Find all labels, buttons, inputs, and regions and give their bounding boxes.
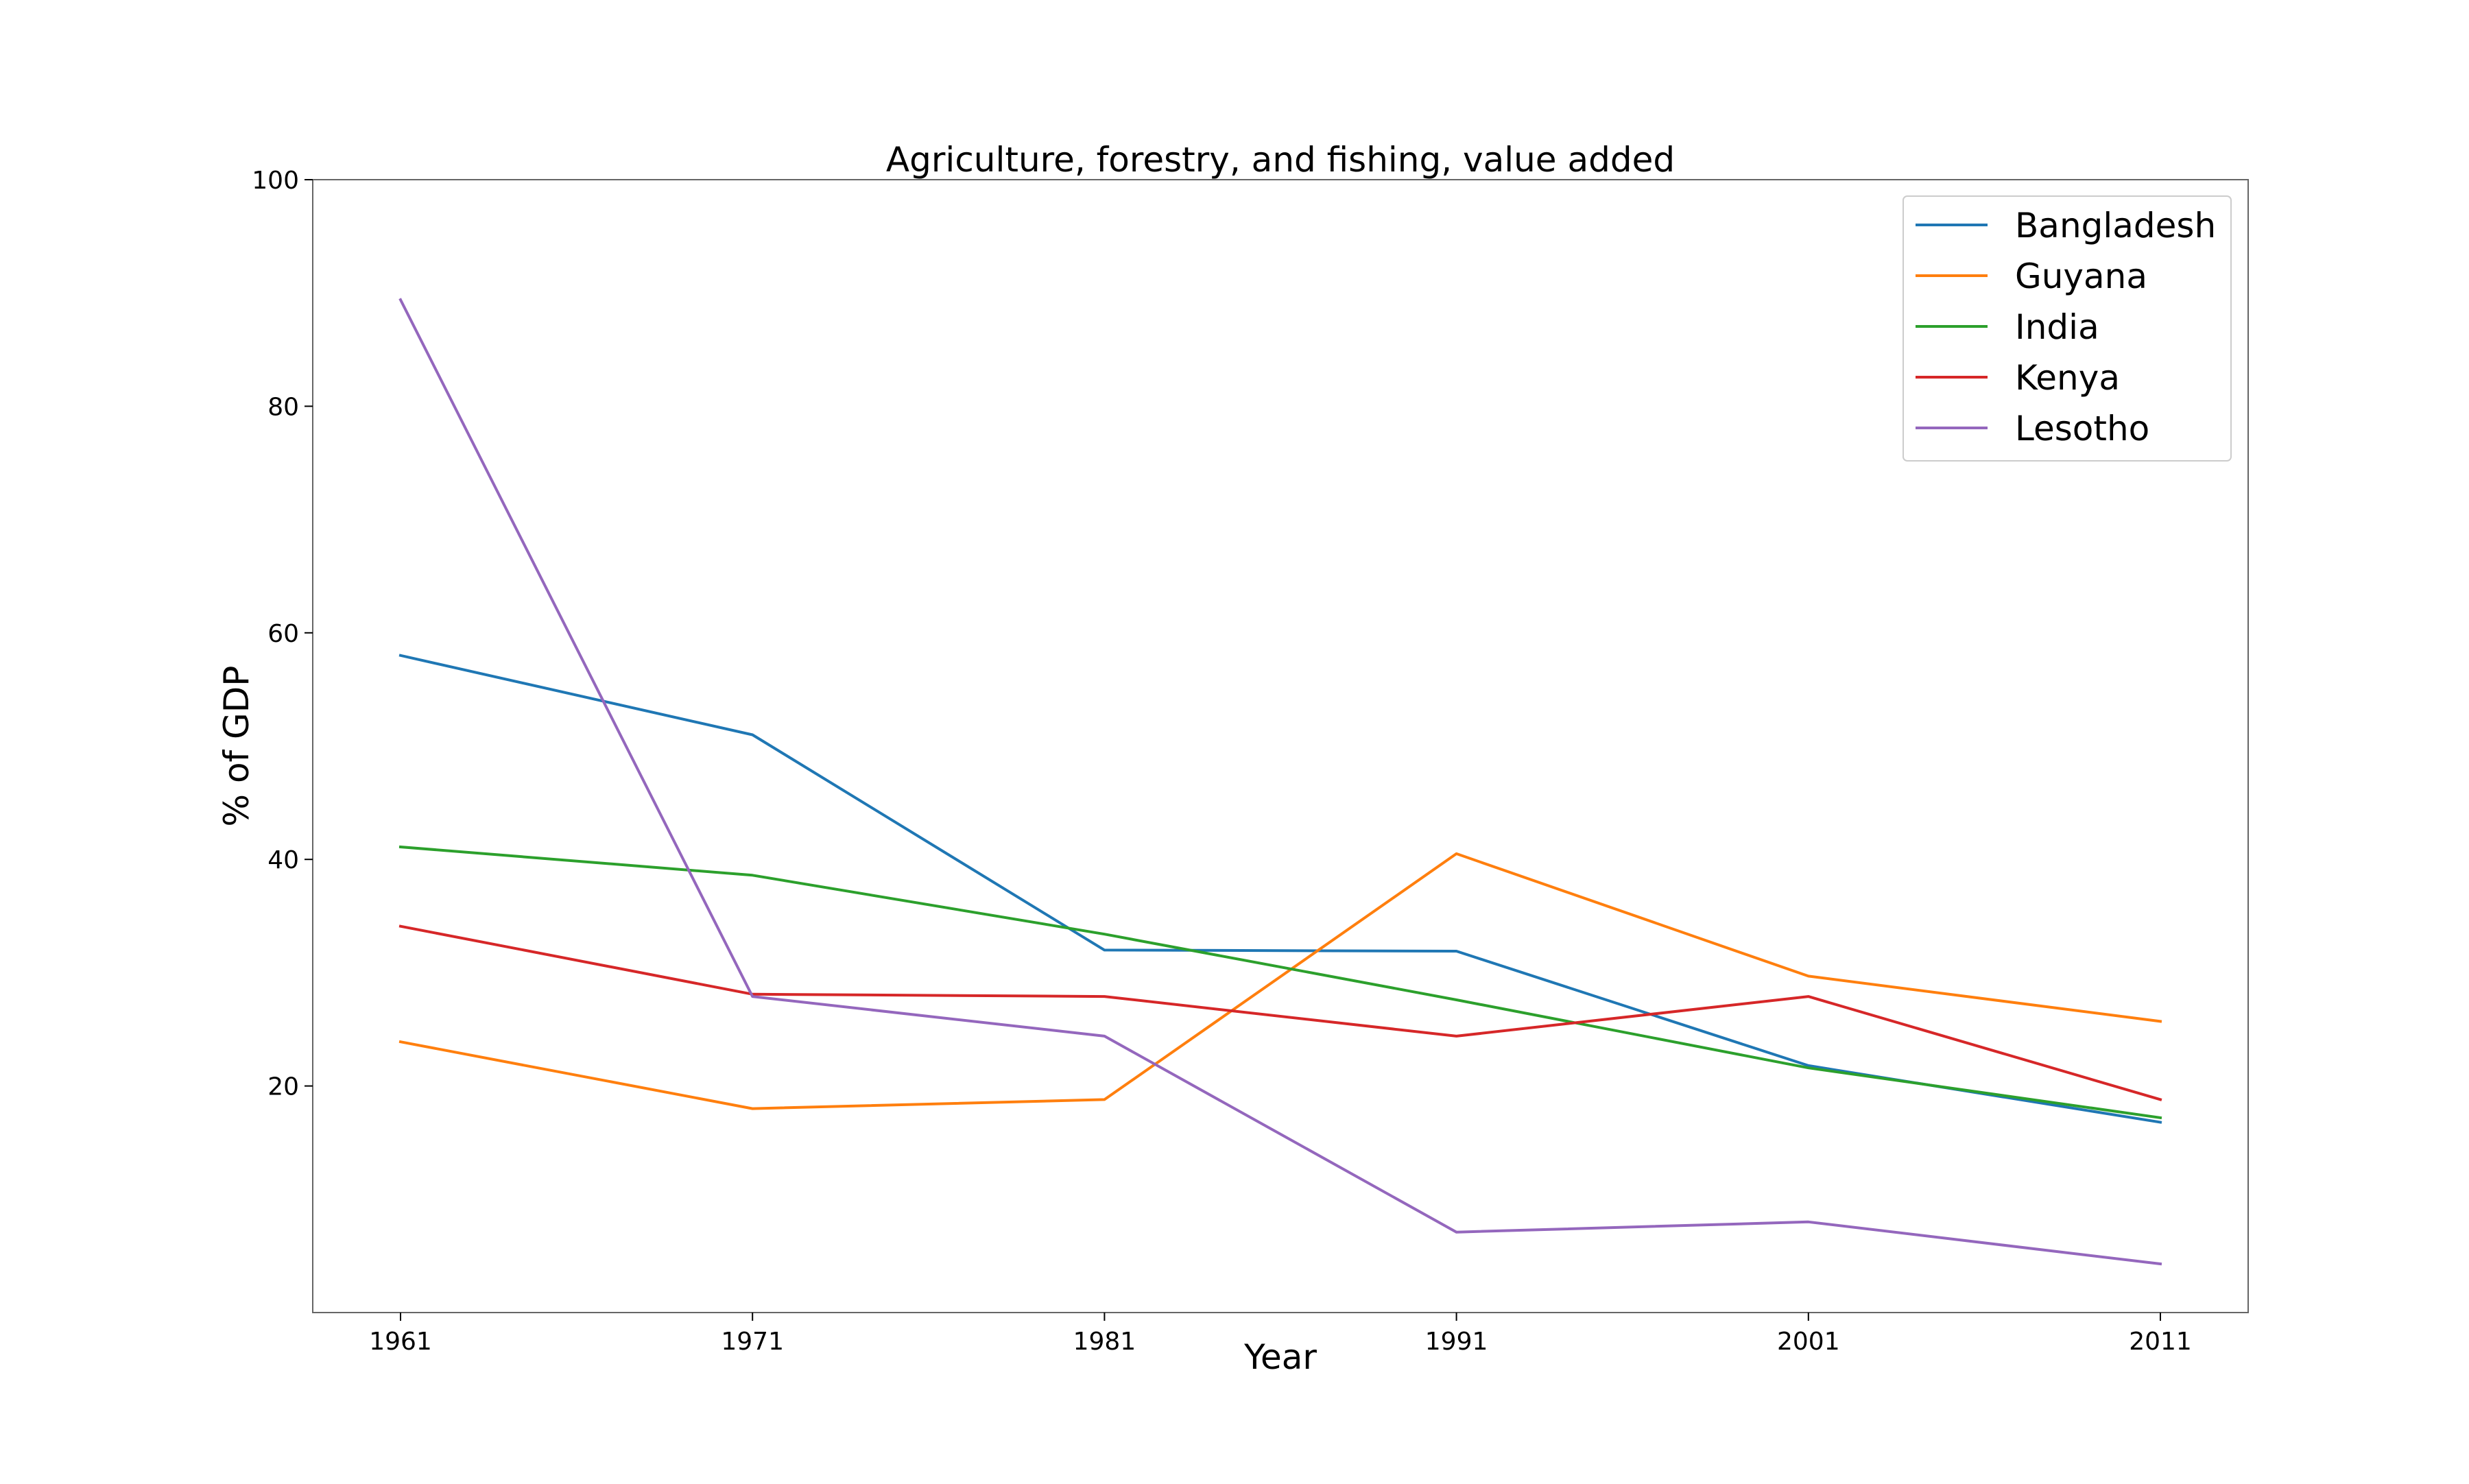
x-axis-title: Year	[1243, 1337, 1317, 1377]
x-tick-label: 1981	[1073, 1328, 1136, 1356]
x-tick-label: 1991	[1425, 1328, 1488, 1356]
legend-label-india: India	[2015, 307, 2099, 347]
x-tick-label: 2011	[2129, 1328, 2192, 1356]
chart-title: Agriculture, forestry, and fishing, valu…	[886, 140, 1675, 180]
legend-frame	[1903, 195, 2232, 462]
y-tick-label: 80	[267, 393, 299, 421]
y-tick-label: 20	[267, 1073, 299, 1101]
y-axis: 20 40 60 80 100	[252, 167, 313, 1101]
x-tick-label: 1961	[369, 1328, 432, 1356]
x-tick-label: 1971	[721, 1328, 784, 1356]
y-tick-label: 40	[267, 846, 299, 874]
series-line-lesotho	[398, 298, 2162, 1266]
y-tick-label: 100	[252, 167, 299, 195]
x-tick-label: 2001	[1777, 1328, 1840, 1356]
series-layer	[398, 298, 2162, 1266]
legend-label-guyana: Guyana	[2015, 256, 2147, 296]
series-line-kenya	[398, 924, 2162, 1101]
plot-frame	[312, 179, 2249, 1313]
series-line-guyana	[398, 852, 2162, 1110]
legend-label-bangladesh: Bangladesh	[2015, 206, 2216, 246]
x-axis: 1961 1971 1981 1991 2001 2011	[369, 1313, 2192, 1356]
legend-label-lesotho: Lesotho	[2015, 409, 2149, 448]
y-axis-title: % of GDP	[217, 666, 257, 827]
series-line-india	[398, 845, 2162, 1120]
legend: Bangladesh Guyana India Kenya Lesotho	[1903, 195, 2232, 462]
legend-label-kenya: Kenya	[2015, 358, 2120, 398]
y-tick-label: 60	[267, 620, 299, 648]
